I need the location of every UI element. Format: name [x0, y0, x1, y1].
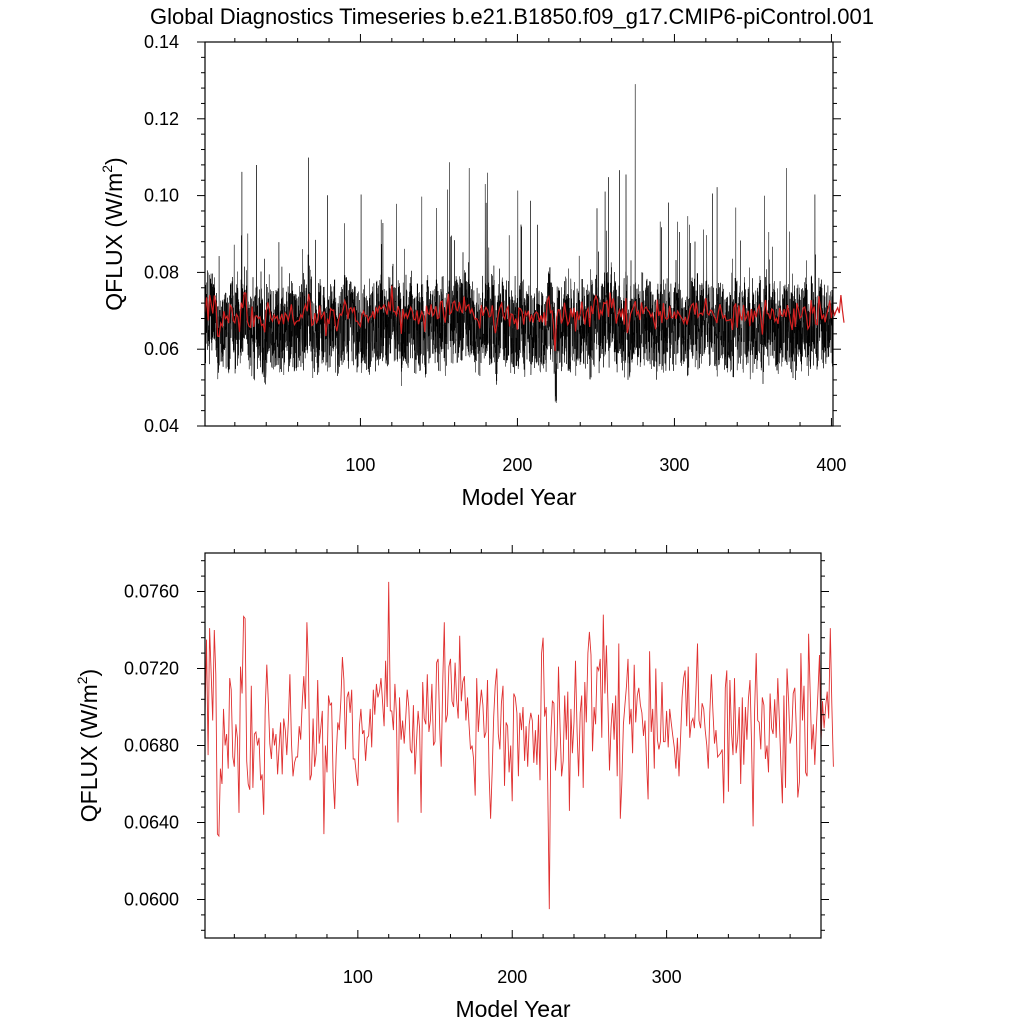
bottom-panel-y-tick-label: 0.0680 [124, 736, 179, 756]
top-panel: 100 200 300 400 0.04 0.06 0.08 0.10 0.12 0.14 QFL… [99, 32, 846, 510]
bottom-panel: 100 200 3000.06000.06400.06800.07200.0760 … [74, 545, 834, 1022]
bottom-panel-y-axis-label-main: QFLUX (W/m [76, 684, 102, 822]
svg-text:QFLUX (W/m2): QFLUX (W/m2) [99, 157, 127, 310]
top-panel-line-1 [204, 84, 834, 403]
bottom-panel-y-axis-label-sup: 2 [74, 676, 90, 684]
bottom-panel-ticks: 100 200 300 0.0600 0.0640 0.0680 0.0720 0.0760 [124, 545, 829, 987]
bottom-panel-y-tick-label: 0.0760 [124, 582, 179, 602]
top-panel-x-tick-label: 100 [345, 455, 375, 475]
bottom-panel-y-tick-label: 0.0720 [124, 659, 179, 679]
top-panel-x-axis-label: Model Year [461, 484, 576, 510]
top-panel-y-tick-label: 0.08 [144, 262, 179, 282]
bottom-panel-y-tick-label: 0.0640 [124, 813, 179, 833]
top-panel-y-axis-label-main: QFLUX (W/m [101, 173, 127, 311]
bottom-panel-x-tick-label: 300 [652, 967, 682, 987]
bottom-panel-y-axis-label: QFLUX (W/m2) [74, 669, 102, 822]
top-panel-y-tick-label: 0.04 [144, 416, 179, 436]
bottom-panel-x-tick-label: 200 [497, 967, 527, 987]
top-panel-ticks: 100 200 300 400 0.04 0.06 0.08 0.10 0.12 0.14 [144, 32, 847, 475]
top-panel-series [204, 84, 845, 403]
bottom-panel-x-axis-label: Model Year [455, 996, 570, 1022]
top-panel-x-tick-label: 300 [659, 455, 689, 475]
top-panel-y-axis-label: QFLUX (W/m2) [99, 157, 127, 310]
top-panel-x-tick-label: 400 [816, 455, 846, 475]
top-panel-y-tick-label: 0.14 [144, 32, 179, 52]
top-panel-line-2 [204, 285, 845, 352]
top-panel-y-axis-label-close: ) [101, 157, 127, 165]
figure-title: Global Diagnostics Timeseries b.e21.B185… [150, 4, 874, 29]
bottom-panel-y-axis-label-close: ) [76, 669, 102, 677]
bottom-panel-series [204, 581, 834, 910]
bottom-panel-line-1 [204, 581, 834, 910]
top-panel-frame [204, 41, 834, 427]
svg-text:QFLUX (W/m2): QFLUX (W/m2) [74, 669, 102, 822]
top-panel-y-tick-label: 0.12 [144, 109, 179, 129]
top-panel-y-tick-label: 0.10 [144, 186, 179, 206]
top-panel-y-tick-label: 0.06 [144, 339, 179, 359]
bottom-panel-x-tick-label: 100 [343, 967, 373, 987]
top-panel-y-axis-label-sup: 2 [99, 165, 115, 173]
top-panel-x-tick-label: 200 [502, 455, 532, 475]
bottom-panel-y-tick-label: 0.0600 [124, 890, 179, 910]
